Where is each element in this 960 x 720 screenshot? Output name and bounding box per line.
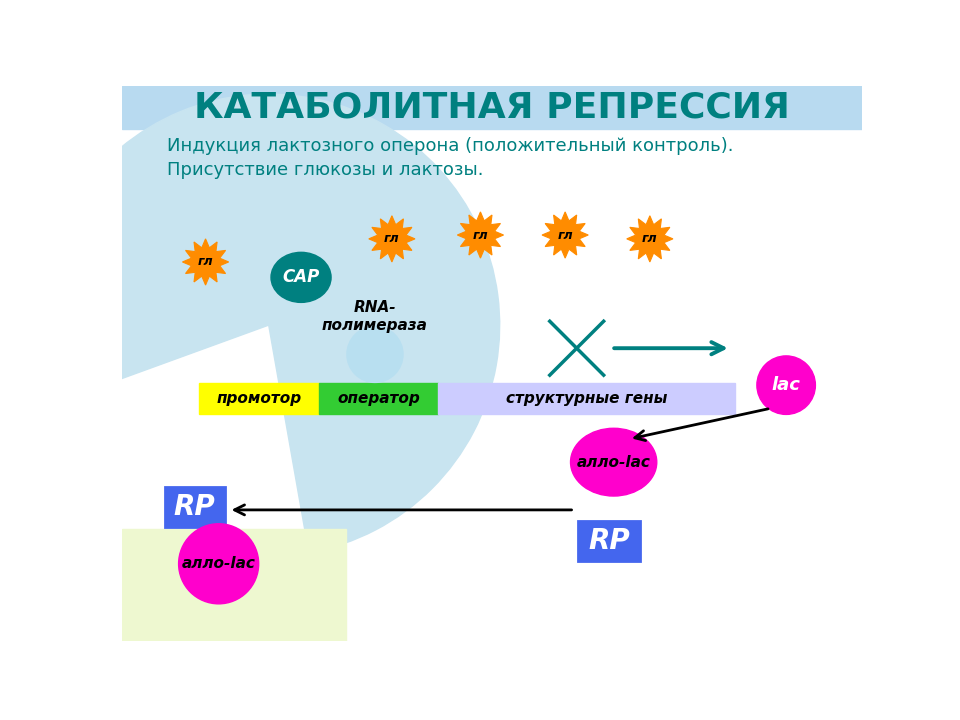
Bar bbox=[200, 383, 319, 414]
Text: гл: гл bbox=[642, 233, 658, 246]
Ellipse shape bbox=[570, 428, 657, 496]
Bar bbox=[438, 383, 734, 414]
Text: алло-lac: алло-lac bbox=[181, 557, 255, 571]
Text: RNA-
полимераза: RNA- полимераза bbox=[322, 300, 428, 333]
Text: гл: гл bbox=[384, 233, 399, 246]
Circle shape bbox=[756, 356, 815, 415]
Polygon shape bbox=[369, 216, 415, 262]
Circle shape bbox=[179, 523, 258, 604]
Text: RP: RP bbox=[588, 528, 630, 555]
Text: оператор: оператор bbox=[337, 391, 420, 406]
Text: гл: гл bbox=[472, 228, 489, 241]
Bar bbox=[578, 521, 639, 562]
Circle shape bbox=[348, 327, 402, 382]
Polygon shape bbox=[457, 212, 504, 258]
Bar bbox=[165, 487, 225, 527]
Text: гл: гл bbox=[198, 256, 213, 269]
Text: КАТАБОЛИТНАЯ РЕПРЕССИЯ: КАТАБОЛИТНАЯ РЕПРЕССИЯ bbox=[194, 91, 790, 125]
Text: RP: RP bbox=[174, 492, 216, 521]
Bar bbox=[123, 529, 346, 641]
Polygon shape bbox=[542, 212, 588, 258]
Ellipse shape bbox=[271, 252, 331, 302]
Text: Присутствие глюкозы и лактозы.: Присутствие глюкозы и лактозы. bbox=[167, 161, 484, 179]
Text: CAP: CAP bbox=[282, 269, 320, 287]
Text: промотор: промотор bbox=[217, 391, 301, 406]
Bar bbox=[123, 86, 861, 129]
Wedge shape bbox=[37, 94, 500, 552]
Polygon shape bbox=[182, 239, 228, 285]
Text: алло-lac: алло-lac bbox=[577, 454, 651, 469]
Bar bbox=[319, 383, 438, 414]
Text: структурные гены: структурные гены bbox=[506, 391, 667, 406]
Text: Индукция лактозного оперона (положительный контроль).: Индукция лактозного оперона (положительн… bbox=[167, 138, 733, 156]
Text: гл: гл bbox=[558, 228, 573, 241]
Polygon shape bbox=[627, 216, 673, 262]
Text: lac: lac bbox=[772, 376, 801, 394]
